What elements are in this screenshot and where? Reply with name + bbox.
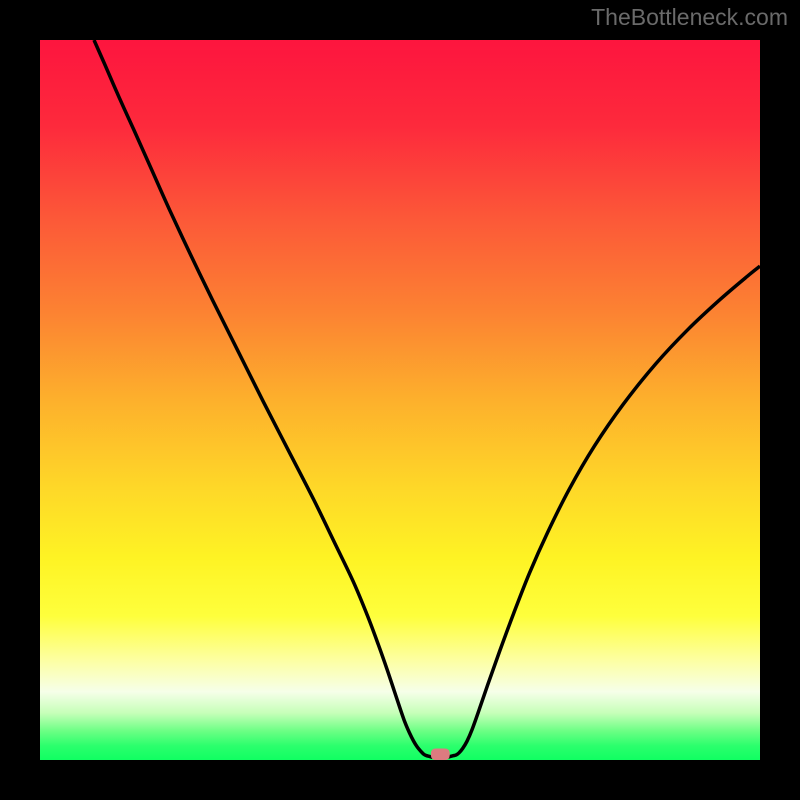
bottleneck-chart: TheBottleneck.com xyxy=(0,0,800,800)
optimal-marker xyxy=(431,748,450,760)
plot-background xyxy=(40,40,760,760)
chart-canvas xyxy=(0,0,800,800)
